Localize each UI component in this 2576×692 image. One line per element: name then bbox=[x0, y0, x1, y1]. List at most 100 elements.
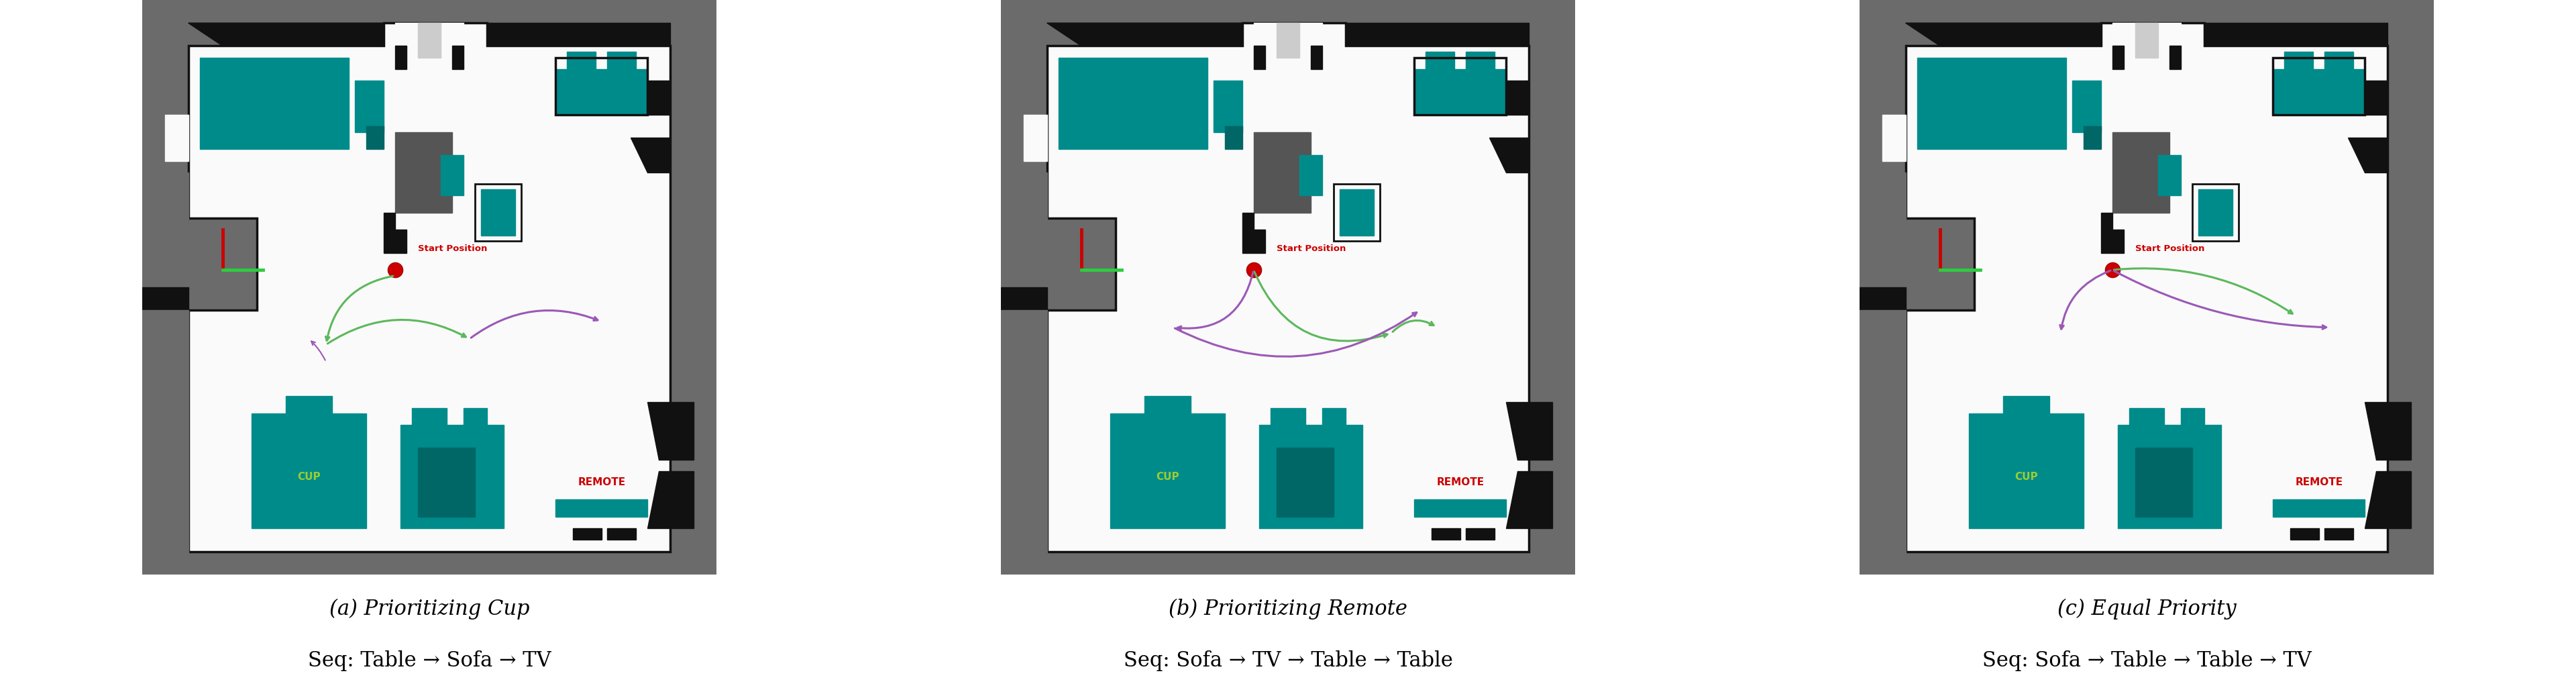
Polygon shape bbox=[2365, 402, 2411, 459]
Bar bbox=[1968, 414, 2084, 529]
Bar bbox=[1917, 57, 2066, 149]
Polygon shape bbox=[2318, 80, 2388, 115]
Bar bbox=[1278, 448, 1334, 517]
Text: Start Position: Start Position bbox=[1278, 244, 1345, 253]
Text: Seq: Sofa → TV → Table → Table: Seq: Sofa → TV → Table → Table bbox=[1123, 650, 1453, 671]
Text: REMOTE: REMOTE bbox=[2295, 477, 2342, 487]
Polygon shape bbox=[1507, 471, 1553, 529]
Bar bbox=[567, 52, 595, 69]
Polygon shape bbox=[1046, 23, 1242, 46]
Polygon shape bbox=[1002, 529, 1046, 574]
Bar bbox=[2272, 57, 2365, 115]
Polygon shape bbox=[142, 287, 188, 310]
Bar bbox=[2117, 425, 2221, 529]
Polygon shape bbox=[608, 529, 636, 540]
Bar bbox=[1213, 80, 1242, 132]
Bar bbox=[1414, 69, 1507, 115]
Polygon shape bbox=[2136, 23, 2159, 57]
Bar bbox=[2272, 500, 2365, 517]
Polygon shape bbox=[1906, 23, 2102, 46]
Bar bbox=[1110, 414, 1224, 529]
Polygon shape bbox=[2205, 23, 2388, 46]
Polygon shape bbox=[188, 23, 670, 552]
Polygon shape bbox=[1255, 23, 1321, 69]
Polygon shape bbox=[1345, 23, 1530, 46]
Bar bbox=[2285, 52, 2313, 69]
Polygon shape bbox=[647, 471, 693, 529]
Bar bbox=[252, 414, 366, 529]
Bar bbox=[2084, 127, 2102, 149]
Bar bbox=[2182, 408, 2205, 430]
Polygon shape bbox=[142, 172, 188, 218]
Bar bbox=[394, 132, 453, 212]
Bar bbox=[1340, 190, 1373, 235]
Polygon shape bbox=[1046, 23, 1530, 552]
Text: REMOTE: REMOTE bbox=[577, 477, 626, 487]
Bar bbox=[1321, 408, 1345, 430]
Polygon shape bbox=[1242, 212, 1265, 253]
Bar bbox=[1414, 57, 1507, 115]
Bar bbox=[1144, 397, 1190, 419]
Polygon shape bbox=[1461, 80, 1530, 115]
Polygon shape bbox=[2324, 529, 2354, 540]
Bar bbox=[286, 397, 332, 419]
Text: Seq: Sofa → Table → Table → TV: Seq: Sofa → Table → Table → TV bbox=[1981, 650, 2311, 671]
Bar bbox=[2004, 397, 2048, 419]
Bar bbox=[2071, 80, 2102, 132]
Bar bbox=[440, 155, 464, 195]
Text: REMOTE: REMOTE bbox=[1437, 477, 1484, 487]
Bar bbox=[2272, 69, 2365, 115]
Polygon shape bbox=[572, 529, 603, 540]
Polygon shape bbox=[1023, 115, 1046, 161]
Bar bbox=[201, 57, 348, 149]
Bar bbox=[556, 57, 647, 115]
Bar bbox=[482, 190, 515, 235]
Text: CUP: CUP bbox=[2014, 472, 2038, 482]
Polygon shape bbox=[1860, 218, 1906, 287]
Polygon shape bbox=[2102, 212, 2123, 253]
Bar bbox=[1059, 57, 1208, 149]
Polygon shape bbox=[165, 115, 188, 161]
Polygon shape bbox=[142, 529, 188, 574]
Polygon shape bbox=[394, 23, 464, 69]
Polygon shape bbox=[1507, 402, 1553, 459]
Bar bbox=[2112, 132, 2169, 212]
Bar bbox=[608, 52, 636, 69]
Polygon shape bbox=[142, 218, 188, 287]
Bar bbox=[1270, 408, 1306, 430]
Polygon shape bbox=[1255, 46, 1265, 69]
Bar bbox=[1466, 52, 1494, 69]
Text: (b) Prioritizing Remote: (b) Prioritizing Remote bbox=[1170, 599, 1406, 619]
Text: (a) Prioritizing Cup: (a) Prioritizing Cup bbox=[330, 599, 531, 619]
Bar bbox=[556, 57, 647, 115]
Bar bbox=[412, 408, 446, 430]
Polygon shape bbox=[1278, 23, 1298, 57]
Text: CUP: CUP bbox=[1157, 472, 1180, 482]
Bar bbox=[2159, 155, 2182, 195]
Polygon shape bbox=[2290, 529, 2318, 540]
Bar bbox=[1414, 500, 1507, 517]
Polygon shape bbox=[2112, 46, 2123, 69]
Bar bbox=[355, 80, 384, 132]
Bar bbox=[1260, 425, 1363, 529]
Text: CUP: CUP bbox=[296, 472, 319, 482]
Bar bbox=[1298, 155, 1321, 195]
Bar bbox=[2136, 448, 2192, 517]
Polygon shape bbox=[1489, 138, 1530, 172]
Polygon shape bbox=[2365, 471, 2411, 529]
Bar bbox=[2324, 52, 2354, 69]
Bar bbox=[2197, 190, 2233, 235]
Polygon shape bbox=[142, 310, 188, 574]
Text: Seq: Table → Sofa → TV: Seq: Table → Sofa → TV bbox=[307, 650, 551, 671]
Polygon shape bbox=[1906, 23, 2388, 552]
Text: Start Position: Start Position bbox=[2136, 244, 2205, 253]
Polygon shape bbox=[453, 46, 464, 69]
Polygon shape bbox=[188, 23, 384, 46]
Polygon shape bbox=[2347, 138, 2388, 172]
Polygon shape bbox=[2169, 46, 2182, 69]
Polygon shape bbox=[417, 23, 440, 57]
Bar bbox=[366, 127, 384, 149]
Polygon shape bbox=[1002, 310, 1046, 574]
Polygon shape bbox=[1002, 172, 1046, 218]
Bar bbox=[2130, 408, 2164, 430]
